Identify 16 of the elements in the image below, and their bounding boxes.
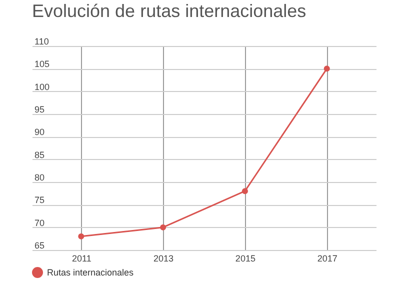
- y-tick-label: 90: [34, 127, 45, 138]
- y-tick-label: 110: [34, 36, 49, 46]
- x-tick-label: 2015: [235, 254, 256, 264]
- chart-title: Evolución de rutas internacionales: [32, 1, 306, 21]
- y-tick-label: 70: [34, 218, 45, 228]
- y-tick-label: 65: [34, 240, 45, 250]
- y-tick-label: 75: [34, 195, 45, 206]
- y-tick-label: 105: [34, 59, 50, 70]
- y-tick-label: 100: [34, 82, 50, 92]
- y-tick-label: 95: [34, 104, 45, 114]
- y-tick-label: 85: [34, 150, 45, 160]
- y-tick-label: 80: [34, 172, 45, 182]
- x-tick-label: 2017: [317, 254, 338, 264]
- x-tick-label: 2013: [154, 254, 174, 264]
- x-tick-label: 2011: [72, 254, 92, 264]
- legend-label: Rutas internacionales: [47, 268, 134, 278]
